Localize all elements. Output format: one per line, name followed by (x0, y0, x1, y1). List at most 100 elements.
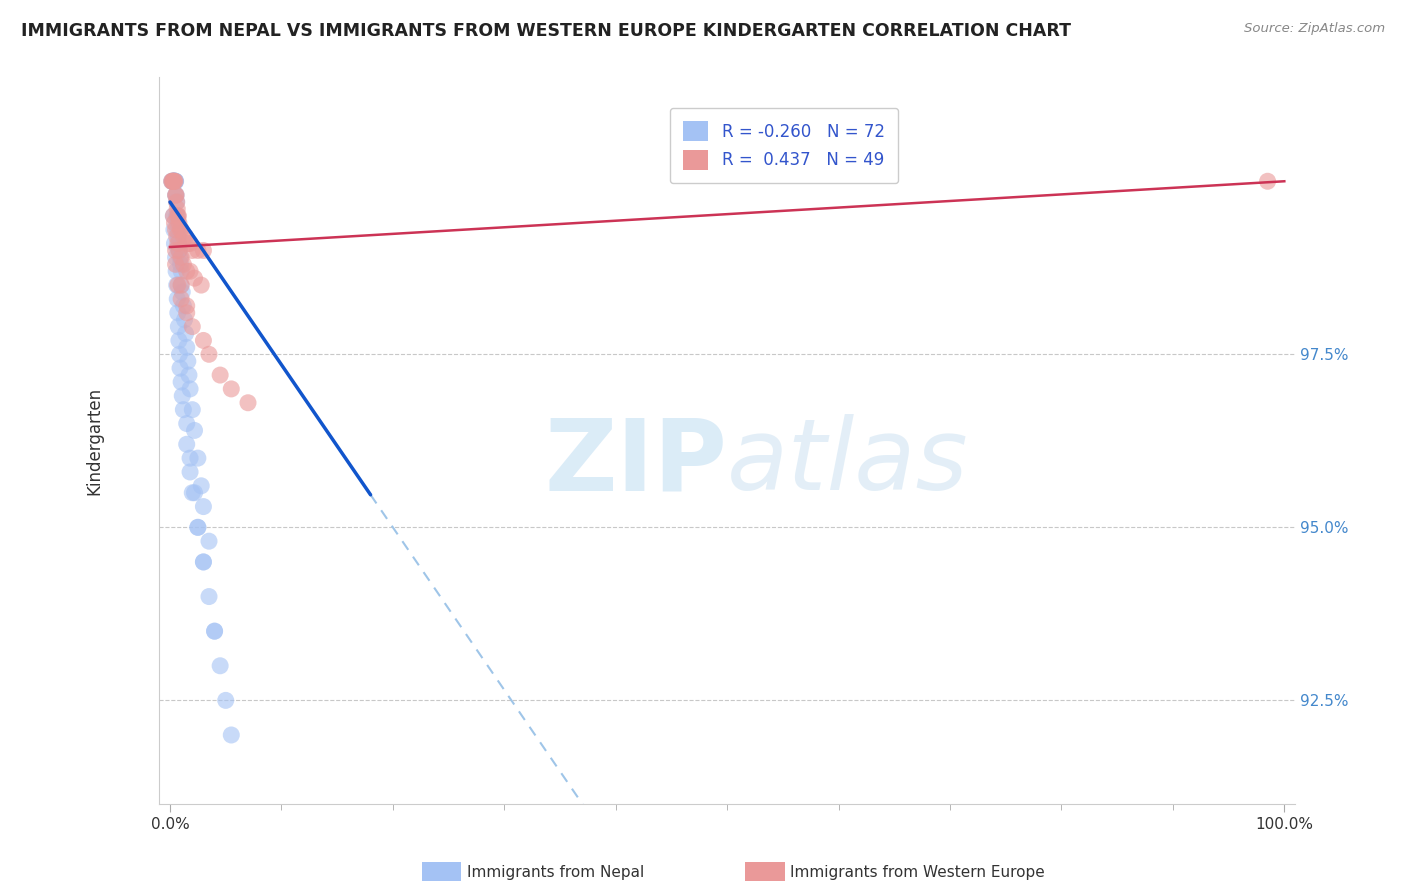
Point (198, 347, 221, 361)
Point (187, 451, 209, 466)
Point (160, 174, 183, 188)
Point (193, 500, 215, 514)
Point (165, 257, 187, 271)
Point (166, 209, 188, 223)
Point (181, 244, 204, 258)
Point (165, 188, 187, 202)
Text: atlas: atlas (727, 414, 969, 511)
Point (176, 417, 198, 431)
Point (165, 188, 187, 202)
Point (163, 174, 186, 188)
Point (163, 174, 186, 188)
Point (172, 389, 194, 403)
Point (173, 312, 195, 326)
Point (165, 264, 187, 278)
Point (183, 485, 205, 500)
Point (170, 375, 193, 389)
Point (170, 292, 193, 306)
Point (177, 354, 200, 368)
Point (162, 209, 184, 223)
Point (204, 624, 226, 639)
Point (170, 264, 193, 278)
Point (219, 728, 242, 742)
Point (172, 299, 194, 313)
Point (193, 555, 215, 569)
Point (166, 194, 188, 209)
Point (172, 257, 194, 271)
Point (190, 278, 212, 293)
Point (174, 326, 197, 341)
Point (163, 174, 186, 188)
Point (163, 174, 186, 188)
Point (204, 624, 226, 639)
Point (167, 216, 190, 230)
Point (166, 229, 188, 244)
Point (162, 209, 184, 223)
Point (215, 693, 238, 707)
Point (179, 236, 201, 251)
Point (169, 257, 191, 271)
Point (176, 306, 198, 320)
Point (170, 278, 193, 293)
Point (165, 188, 187, 202)
Point (187, 520, 209, 534)
Point (1257, 174, 1279, 188)
Point (176, 264, 198, 278)
Point (162, 174, 184, 188)
Point (169, 251, 191, 265)
Point (209, 658, 232, 673)
Y-axis label: Kindergarten: Kindergarten (86, 387, 103, 495)
Point (162, 174, 184, 188)
Point (198, 534, 221, 549)
Point (166, 209, 188, 223)
Point (163, 174, 186, 188)
Point (169, 244, 191, 258)
Point (172, 229, 194, 244)
Point (162, 174, 184, 188)
Point (236, 396, 259, 410)
Point (166, 209, 188, 223)
Point (167, 244, 190, 258)
Point (167, 244, 190, 258)
Legend: R = -0.260   N = 72, R =  0.437   N = 49: R = -0.260 N = 72, R = 0.437 N = 49 (671, 108, 898, 183)
Point (163, 216, 186, 230)
Point (170, 278, 193, 293)
Point (219, 382, 242, 396)
Point (177, 368, 200, 382)
Point (179, 465, 201, 479)
Point (167, 334, 190, 348)
Point (176, 437, 198, 451)
Point (166, 278, 188, 293)
Point (187, 244, 209, 258)
Point (198, 590, 221, 604)
Point (160, 174, 183, 188)
Point (169, 361, 191, 376)
Point (181, 402, 204, 417)
Point (165, 188, 187, 202)
Point (166, 202, 188, 216)
Point (165, 174, 187, 188)
Point (170, 251, 193, 265)
Point (163, 236, 186, 251)
Point (163, 174, 186, 188)
Text: Immigrants from Western Europe: Immigrants from Western Europe (790, 865, 1045, 880)
Point (166, 306, 188, 320)
Point (165, 251, 187, 265)
Point (170, 223, 193, 237)
Point (162, 174, 184, 188)
Point (165, 174, 187, 188)
Point (181, 485, 204, 500)
Point (179, 264, 201, 278)
Point (177, 236, 200, 251)
Text: Source: ZipAtlas.com: Source: ZipAtlas.com (1244, 22, 1385, 36)
Text: ZIP: ZIP (544, 414, 727, 511)
Point (187, 520, 209, 534)
Point (167, 229, 190, 244)
Point (160, 174, 183, 188)
Point (169, 223, 191, 237)
Text: IMMIGRANTS FROM NEPAL VS IMMIGRANTS FROM WESTERN EUROPE KINDERGARTEN CORRELATION: IMMIGRANTS FROM NEPAL VS IMMIGRANTS FROM… (21, 22, 1071, 40)
Point (163, 174, 186, 188)
Point (181, 319, 204, 334)
Point (193, 244, 215, 258)
Point (183, 424, 205, 438)
